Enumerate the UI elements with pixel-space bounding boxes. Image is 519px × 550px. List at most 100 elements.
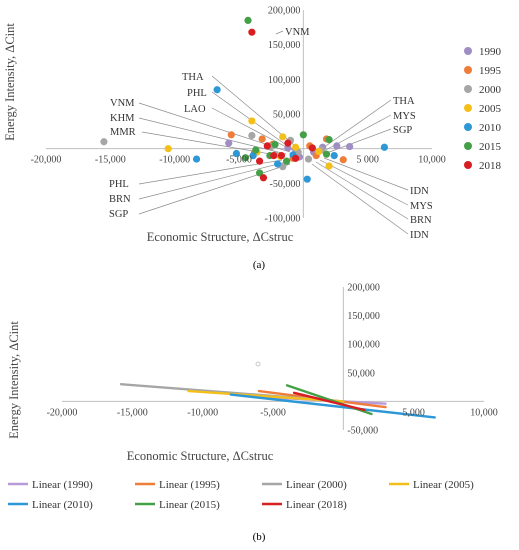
data-point-1990 (333, 142, 341, 150)
leader-line (138, 163, 291, 215)
y-tick-label-a: 50,000 (273, 110, 301, 121)
data-point-2018 (263, 142, 271, 150)
point-label-mys-bottom: MYS (410, 201, 433, 212)
y-tick-label-a: 200,000 (268, 6, 301, 17)
trend-line-linear-2010 (229, 393, 436, 419)
x-tick-label-a: -10,000 (159, 155, 190, 166)
data-point-2015 (255, 169, 264, 177)
legend-label-1995: 1995 (479, 65, 502, 77)
data-point-2018 (248, 28, 256, 36)
legend-b: Linear (1990) Linear (1995) Linear (2000) L… (8, 479, 474, 511)
y-tick-label-b: 200,000 (347, 283, 380, 294)
x-tick-label-a: 10,000 (418, 155, 446, 166)
y-tick-label-a: 100,000 (268, 75, 301, 86)
data-point-2018 (270, 152, 278, 160)
data-point-1995 (227, 131, 235, 139)
data-point-2005 (315, 147, 323, 156)
leader-line (275, 30, 284, 35)
point-label-vnm-left: VNM (110, 98, 135, 109)
legend-marker-2005 (464, 104, 472, 112)
point-label-khm: KHM (110, 113, 135, 124)
legend-marker-2000 (464, 85, 472, 93)
data-point-2000 (100, 138, 108, 146)
data-point-2010 (303, 175, 311, 183)
data-point-2018 (292, 154, 300, 162)
panel-label-b: (b) (253, 531, 266, 543)
x-axis-label-a: Economic Structure, ΔCstruc (147, 230, 294, 244)
x-tick-label-b: -10,000 (187, 407, 218, 418)
legend-label-linear-2015: Linear (2015) (159, 499, 220, 511)
leader-line (321, 114, 392, 153)
data-point-2005 (248, 117, 256, 125)
scatter-chart-a: -20,000 -15,000 -10,000 -5,000 5 000 10,000 -1… (3, 6, 502, 272)
point-label-tha-right: THA (393, 96, 415, 107)
line-chart-b: -20,000 -15,000 -10,000 -5,000 5,000 10,000 -5… (7, 283, 498, 544)
x-tick-label-a: -20,000 (31, 155, 62, 166)
data-point-1990 (346, 142, 354, 151)
x-axis-label-b: Economic Structure, ΔCstruc (127, 449, 274, 463)
data-point-2015 (325, 136, 333, 144)
data-point-2015 (283, 157, 291, 165)
legend-marker-1995 (464, 66, 472, 74)
point-label-tha-left: THA (182, 72, 204, 83)
legend-label-linear-2005: Linear (2005) (413, 479, 474, 491)
point-label-phl-bottom: PHL (109, 179, 129, 190)
x-tick-label-a: 5 000 (356, 155, 379, 166)
legend-label-linear-2000: Linear (2000) (286, 479, 347, 491)
legend-a: 1990 1995 2000 2005 2010 2015 2018 (464, 46, 502, 172)
legend-label-linear-2018: Linear (2018) (286, 499, 347, 511)
point-label-mmr: MMR (110, 127, 136, 138)
data-point-2015 (322, 150, 331, 158)
x-tick-label-b: -20,000 (47, 407, 78, 418)
x-tick-label-b: -15,000 (117, 407, 148, 418)
data-point-2010 (213, 86, 221, 94)
data-point-1995 (339, 156, 347, 164)
legend-marker-2018 (464, 161, 472, 169)
point-label-vnm-top: VNM (285, 27, 310, 38)
legend-label-2015: 2015 (479, 141, 502, 153)
x-tick-label-b: 10,000 (470, 407, 498, 418)
point-label-brn-left: BRN (109, 194, 131, 205)
data-point-2005 (325, 162, 333, 170)
y-axis-label-a: Energy Intensity, ΔCint (3, 23, 17, 141)
data-point-1995 (258, 135, 266, 143)
y-tick-label-a: -50,000 (269, 179, 300, 190)
data-point-2010 (274, 160, 282, 168)
point-label-lao: LAO (184, 104, 206, 115)
leader-line (323, 128, 392, 155)
legend-label-2000: 2000 (479, 84, 502, 96)
point-label-phl-left: PHL (187, 88, 207, 99)
data-point-2010 (232, 149, 241, 158)
data-point-2005 (292, 143, 300, 151)
x-tick-label-b: 5,000 (402, 407, 425, 418)
point-label-brn-right: BRN (410, 215, 432, 226)
y-tick-label-a: 150,000 (268, 40, 301, 51)
data-point-2015 (299, 131, 307, 139)
y-tick-label-b: 100,000 (347, 340, 380, 351)
leader-line (311, 163, 409, 235)
y-tick-label-b: -50,000 (347, 426, 378, 437)
data-point-2010 (192, 155, 201, 163)
stray-marker (255, 361, 261, 367)
leader-line (138, 161, 287, 200)
legend-label-2010: 2010 (479, 122, 502, 134)
legend-label-2005: 2005 (479, 103, 502, 115)
legend-marker-2015 (464, 142, 472, 150)
panel-label-a: (a) (253, 259, 266, 271)
y-tick-label-b: 150,000 (347, 311, 380, 322)
data-point-2015 (252, 146, 260, 154)
legend-label-linear-1995: Linear (1995) (159, 479, 220, 491)
legend-label-linear-1990: Linear (1990) (32, 479, 93, 491)
data-point-2015 (241, 154, 250, 162)
point-label-sgp-right: SGP (393, 125, 412, 136)
data-point-2005 (279, 133, 287, 141)
data-point-2018 (255, 157, 264, 165)
x-tick-label-a: -5,000 (226, 155, 252, 166)
point-label-mys-right: MYS (393, 111, 416, 122)
leader-line (138, 117, 287, 155)
data-point-2010 (249, 152, 257, 160)
data-point-2018 (308, 144, 316, 152)
leader-line (323, 157, 409, 191)
x-tick-label-b: -5,000 (260, 407, 286, 418)
